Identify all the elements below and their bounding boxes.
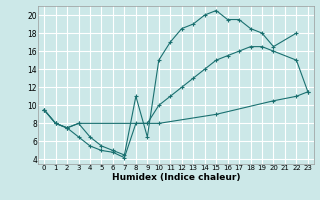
X-axis label: Humidex (Indice chaleur): Humidex (Indice chaleur) [112,173,240,182]
